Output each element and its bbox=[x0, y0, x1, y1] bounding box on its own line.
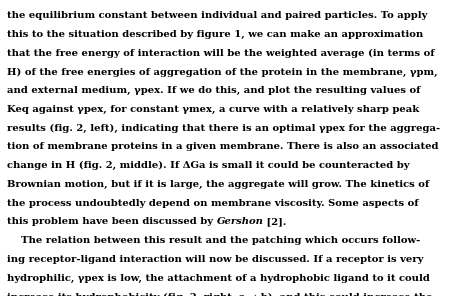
Text: Gershon: Gershon bbox=[217, 217, 264, 226]
Text: this problem have been discussed by: this problem have been discussed by bbox=[7, 217, 217, 226]
Text: that the free energy of interaction will be the weighted average (in terms of: that the free energy of interaction will… bbox=[7, 49, 435, 58]
Text: results (fig. 2, left), indicating that there is an optimal γpex for the aggrega: results (fig. 2, left), indicating that … bbox=[7, 124, 440, 133]
Text: hydrophilic, γpex is low, the attachment of a hydrophobic ligand to it could: hydrophilic, γpex is low, the attachment… bbox=[7, 274, 430, 283]
Text: Keq against γpex, for constant γmex, a curve with a relatively sharp peak: Keq against γpex, for constant γmex, a c… bbox=[7, 105, 419, 114]
Text: the process undoubtedly depend on membrane viscosity. Some aspects of: the process undoubtedly depend on membra… bbox=[7, 199, 419, 207]
Text: [2].: [2]. bbox=[264, 217, 287, 226]
Text: ing receptor-ligand interaction will now be discussed. If a receptor is very: ing receptor-ligand interaction will now… bbox=[7, 255, 423, 264]
Text: the equilibrium constant between individual and paired particles. To apply: the equilibrium constant between individ… bbox=[7, 11, 428, 20]
Text: tion of membrane proteins in a given membrane. There is also an associated: tion of membrane proteins in a given mem… bbox=[7, 142, 438, 151]
Text: this to the situation described by figure 1, we can make an approximation: this to the situation described by figur… bbox=[7, 30, 423, 39]
Text: and external medium, γpex. If we do this, and plot the resulting values of: and external medium, γpex. If we do this… bbox=[7, 86, 420, 95]
Text: The relation between this result and the patching which occurs follow-: The relation between this result and the… bbox=[7, 236, 420, 245]
Text: change in H (fig. 2, middle). If ΔGa is small it could be counteracted by: change in H (fig. 2, middle). If ΔGa is … bbox=[7, 161, 410, 170]
Text: Brownian motion, but if it is large, the aggregate will grow. The kinetics of: Brownian motion, but if it is large, the… bbox=[7, 180, 429, 189]
Text: increase its hydrophobicity (fig. 2, right, a → b), and this could increase the: increase its hydrophobicity (fig. 2, rig… bbox=[7, 292, 432, 296]
Text: H) of the free energies of aggregation of the protein in the membrane, γpm,: H) of the free energies of aggregation o… bbox=[7, 67, 438, 76]
